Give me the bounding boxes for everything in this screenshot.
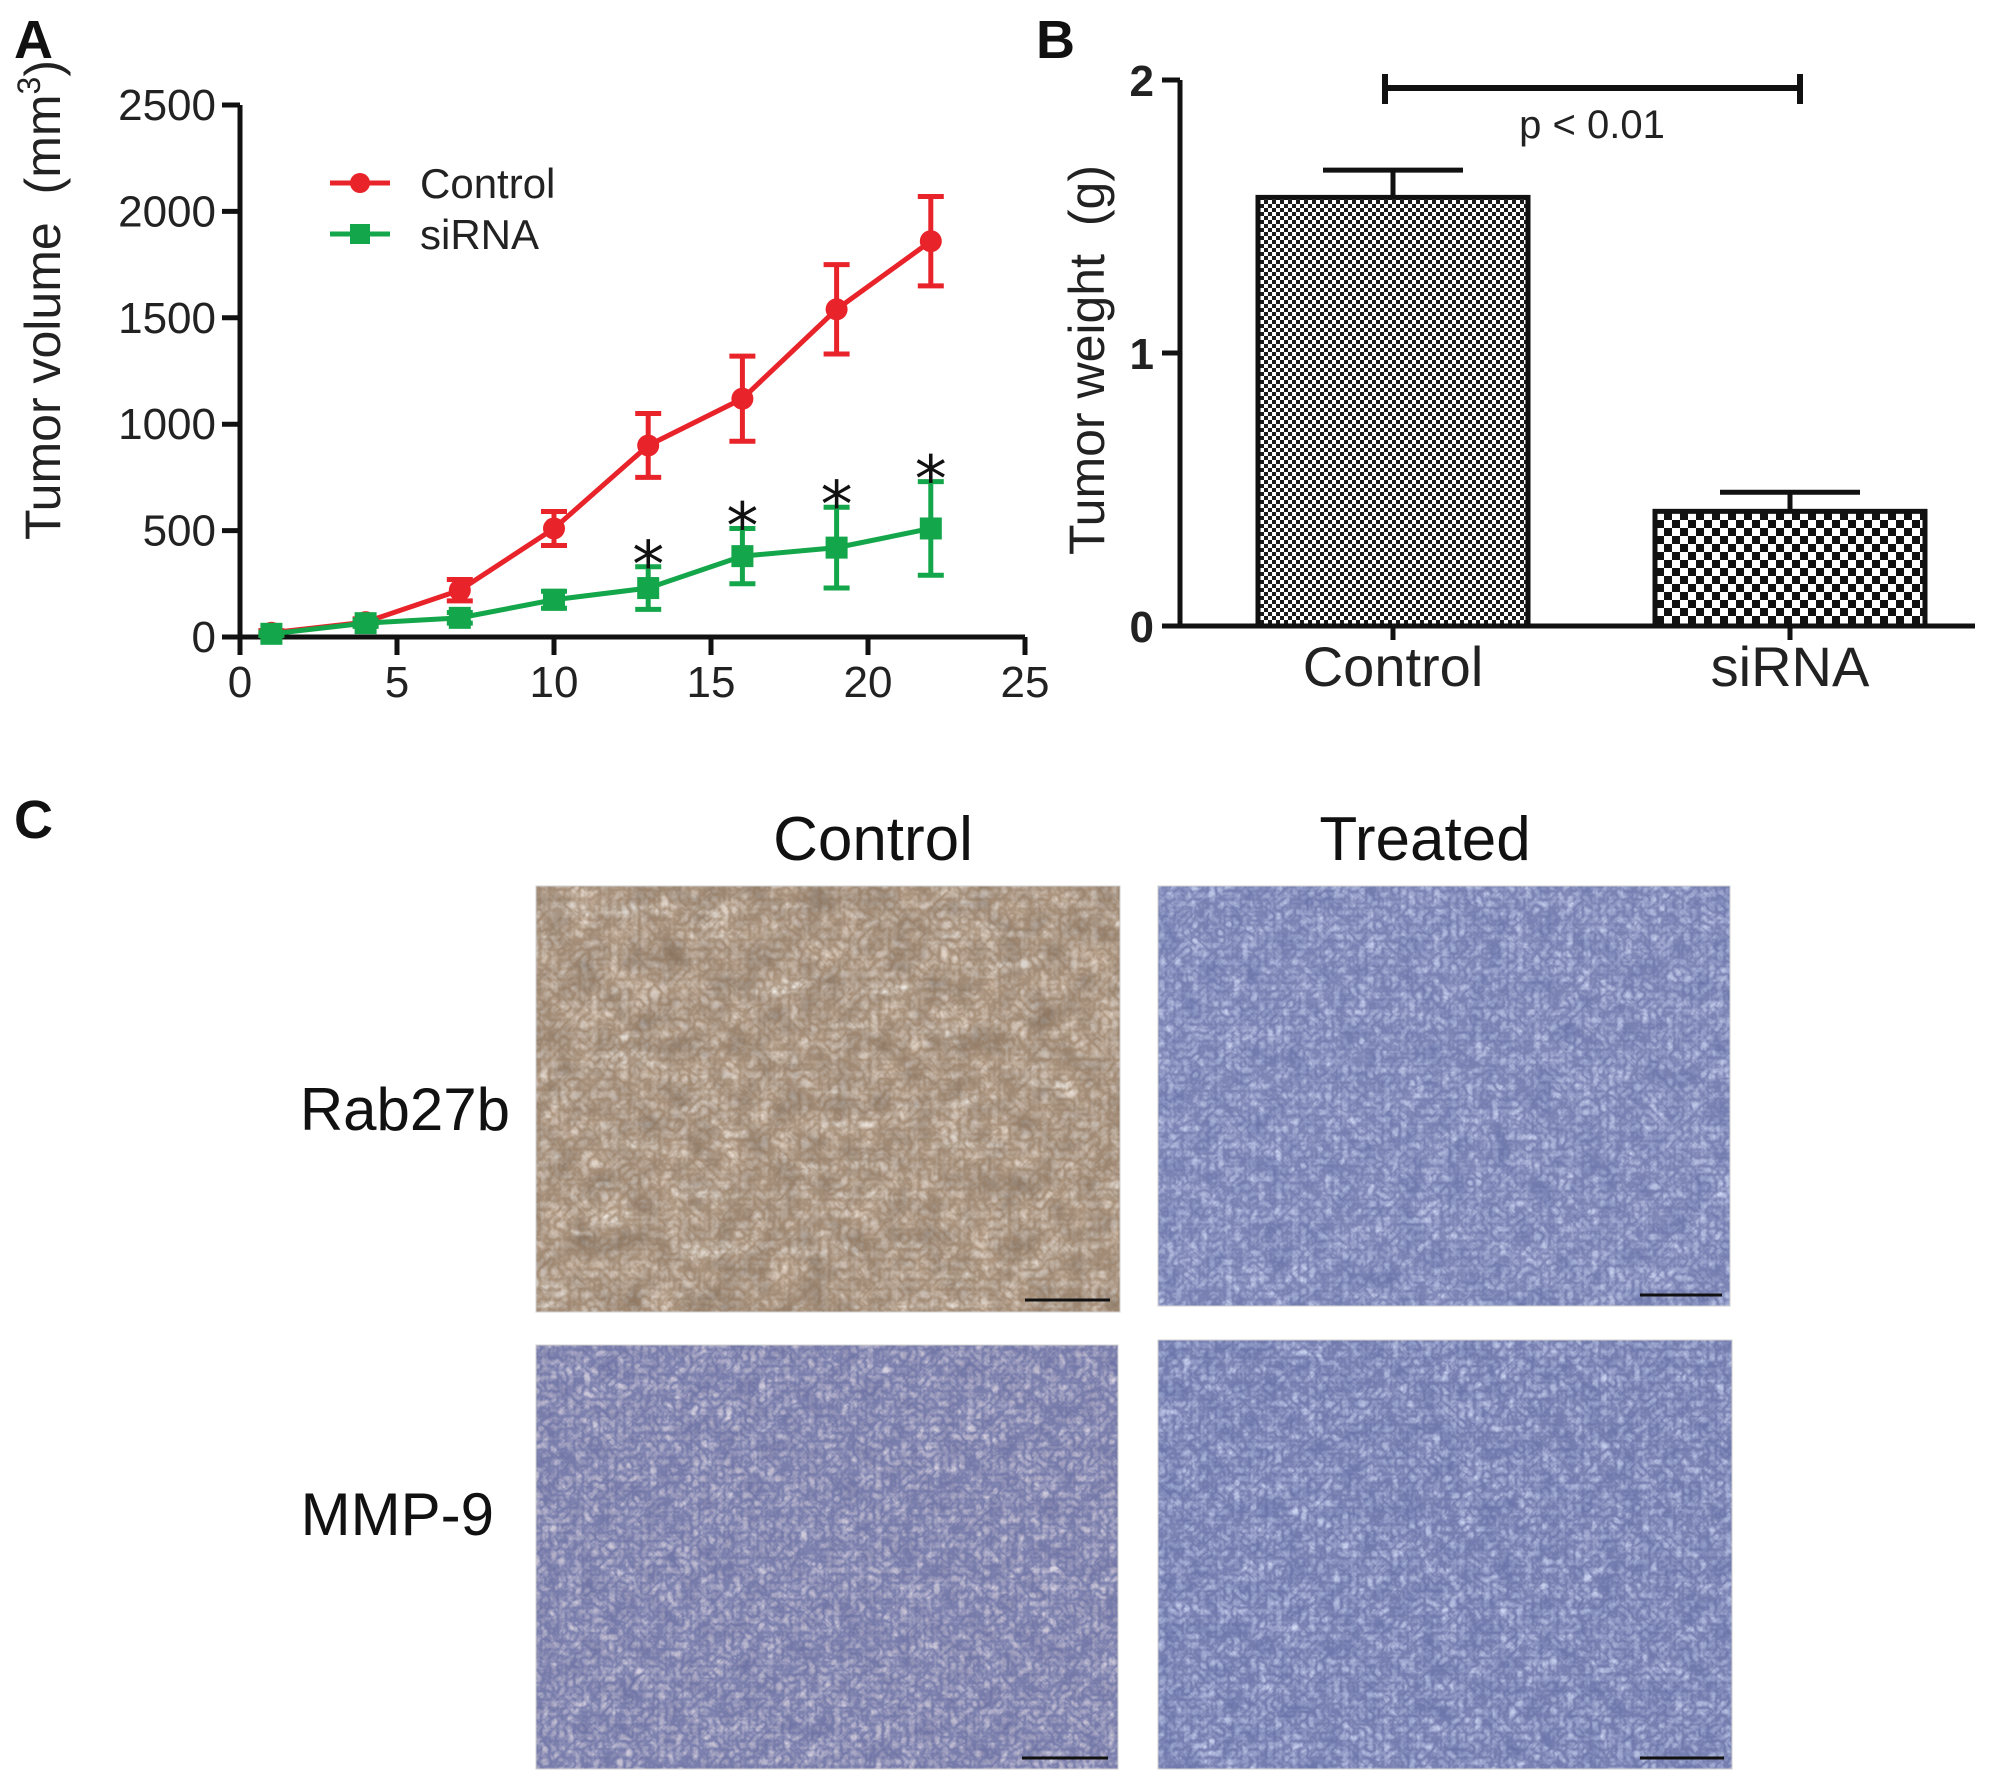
chart-tumor-volume: 0 500 1000 1500 2000 2500 0 5 10 15 20 25 * * * * Tumo… — [11, 60, 1049, 707]
data-point-sirna — [919, 517, 942, 540]
micrograph-mmp9-control — [535, 1344, 1119, 1770]
data-point-control — [825, 298, 848, 321]
legend-sirna-marker — [350, 224, 370, 244]
column-label-treated: Treated — [1319, 805, 1530, 874]
data-point-sirna — [637, 577, 660, 600]
y-tick-label: 2000 — [118, 187, 216, 236]
chart-a-legend: Control siRNA — [330, 160, 555, 258]
series-line-sirna — [271, 526, 932, 637]
panel-label-b: B — [1036, 10, 1075, 70]
x-tick-label: 5 — [385, 658, 409, 707]
data-point-control — [448, 579, 471, 602]
chart-tumor-weight: 0 1 2 Control siRNA Tumor weight (g) p < 0.0… — [1059, 57, 1975, 698]
category-label-control: Control — [1303, 635, 1484, 698]
data-point-sirna — [731, 545, 754, 568]
y-tick-label: 1000 — [118, 400, 216, 449]
bar-sirna — [1652, 508, 1928, 629]
significance-star: * — [821, 469, 853, 543]
significance-star: * — [915, 444, 947, 518]
x-tick-label: 25 — [1001, 658, 1050, 707]
chart-a-ylabel-unit: (mm — [15, 94, 71, 194]
chart-a-ylabel-unit-close: ) — [15, 60, 71, 77]
x-tick-label: 15 — [687, 658, 736, 707]
y-tick-label: 1 — [1130, 330, 1154, 379]
micrograph-rab27b-control — [535, 885, 1121, 1313]
data-point-sirna — [543, 588, 565, 611]
x-tick-label: 20 — [844, 658, 893, 707]
row-label-rab27b: Rab27b — [300, 1076, 510, 1143]
chart-a-ylabel-text: Tumor volume — [15, 222, 71, 540]
data-point-control — [543, 517, 565, 540]
chart-a-ylabel: Tumor volume (mm3) — [11, 60, 71, 540]
panel-label-a: A — [14, 10, 53, 70]
chart-a-axes — [222, 102, 1028, 655]
p-value-label: p < 0.01 — [1519, 103, 1665, 147]
chart-b-bars — [1255, 167, 1928, 629]
y-tick-label: 2500 — [118, 81, 216, 130]
data-point-control — [919, 230, 942, 253]
chart-b-ylabel: Tumor weight (g) — [1059, 165, 1115, 555]
y-tick-label: 1500 — [118, 294, 216, 343]
chart-a-significance-markers: * * * * — [632, 444, 947, 603]
row-label-mmp9: MMP-9 — [301, 1481, 494, 1548]
significance-star: * — [632, 529, 664, 603]
data-point-control — [637, 434, 660, 457]
panel-label-c: C — [14, 790, 53, 850]
micrograph-rab27b-treated — [1157, 885, 1731, 1307]
y-tick-label: 0 — [192, 613, 216, 662]
bar-control — [1255, 194, 1531, 629]
legend-control-label: Control — [420, 160, 555, 207]
y-tick-label: 500 — [143, 507, 216, 556]
chart-b-significance-bracket: p < 0.01 — [1382, 74, 1803, 147]
chart-b-ylabel-unit: (g) — [1059, 165, 1115, 226]
category-label-sirna: siRNA — [1711, 635, 1870, 698]
chart-b-tick-labels: 0 1 2 Control siRNA — [1130, 57, 1870, 698]
data-point-sirna — [354, 612, 377, 635]
data-point-control — [731, 387, 754, 410]
chart-a-series — [258, 194, 944, 645]
chart-a-ylabel-unit-sup: 3 — [11, 77, 47, 95]
y-tick-label: 0 — [1130, 603, 1154, 652]
legend-control-marker — [350, 173, 370, 193]
chart-b-ylabel-text: Tumor weight — [1059, 254, 1115, 555]
x-tick-label: 10 — [530, 658, 579, 707]
micrograph-mmp9-treated — [1157, 1339, 1733, 1770]
y-tick-label: 2 — [1130, 57, 1154, 106]
x-tick-label: 0 — [228, 658, 252, 707]
significance-star: * — [726, 490, 758, 564]
data-point-sirna — [260, 622, 283, 645]
data-point-sirna — [448, 606, 471, 629]
data-point-sirna — [825, 536, 848, 559]
column-label-control: Control — [773, 805, 973, 874]
legend-sirna-label: siRNA — [420, 211, 539, 258]
chart-a-tick-labels: 0 500 1000 1500 2000 2500 0 5 10 15 20 25 — [118, 81, 1049, 707]
series-line-control — [271, 239, 933, 636]
